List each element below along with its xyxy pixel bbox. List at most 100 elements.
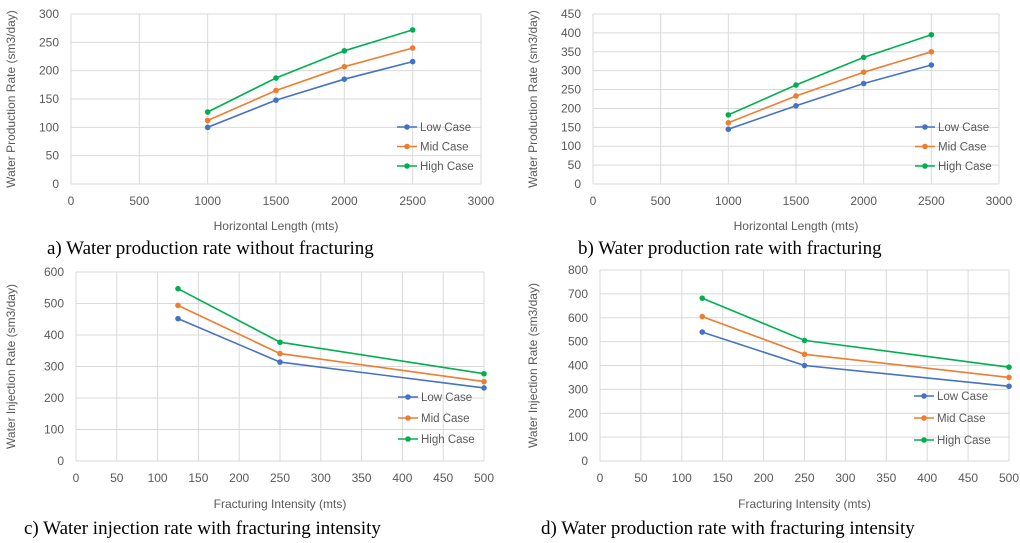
data-point-mid-case <box>793 93 799 99</box>
legend-label-mid-case: Mid Case <box>938 142 987 154</box>
data-point-high-case <box>277 339 283 346</box>
data-point-mid-case <box>928 48 935 55</box>
y-tick-label: 150 <box>39 92 59 106</box>
chart-panel-d: 0 100 200 300 400 500 600 700 800 0 50 100 150 200 250… <box>522 262 1020 522</box>
x-tick-label: 450 <box>433 471 453 485</box>
series-line-low-case <box>177 317 485 389</box>
x-tick-label: 100 <box>672 471 692 485</box>
y-tick-label: 800 <box>568 263 588 277</box>
x-tick-label: 3000 <box>468 194 495 208</box>
legend: Low Case Mid Case High Case <box>397 122 474 173</box>
legend: Low Case Mid Case High Case <box>915 122 992 173</box>
x-tick-label: 350 <box>352 471 372 485</box>
x-tick-label: 450 <box>958 471 978 485</box>
data-point-low-case <box>204 124 211 131</box>
chart-panel-a: 0 50 100 150 200 250 300 0 500 1000 1500 2000 2500 30… <box>0 0 505 240</box>
data-point-low-case <box>273 97 279 103</box>
y-tick-label: 700 <box>568 287 588 301</box>
data-point-mid-case <box>481 378 487 385</box>
data-point-high-case <box>928 31 935 38</box>
y-axis-label: Water Injection Rate (sm3/day) <box>526 283 540 448</box>
series-high-case <box>725 31 935 118</box>
x-tick-label: 1500 <box>263 194 290 208</box>
y-tick-label: 250 <box>561 83 581 97</box>
series-mid-case <box>175 302 487 385</box>
data-point-low-case <box>1006 383 1012 390</box>
data-point-low-case <box>699 329 706 335</box>
x-tick-label: 250 <box>270 471 290 485</box>
data-point-high-case <box>793 82 799 88</box>
chart-caption-b: b) Water production rate with fracturing <box>578 238 882 259</box>
data-point-mid-case <box>725 120 732 126</box>
data-point-low-case <box>277 359 283 365</box>
chart-panel-b: 0 50 100 150 200 250 300 350 400 450 0 500 1000 1500 2… <box>522 0 1020 240</box>
y-tick-label: 200 <box>39 64 59 78</box>
data-point-low-case <box>409 58 416 65</box>
y-tick-label: 300 <box>561 64 581 78</box>
data-point-low-case <box>801 362 808 369</box>
x-tick-label: 150 <box>188 471 208 485</box>
legend-marker-mid-case <box>921 415 927 421</box>
series-line-mid-case <box>177 304 485 383</box>
data-point-mid-case <box>699 313 706 320</box>
data-point-mid-case <box>273 87 279 94</box>
x-tick-label: 0 <box>590 194 597 208</box>
x-axis-label: Fracturing Intensity (mts) <box>738 497 871 511</box>
legend: Low Case Mid Case High Case <box>914 391 991 447</box>
y-tick-label: 400 <box>44 328 64 342</box>
y-tick-label: 450 <box>561 7 581 21</box>
data-point-high-case <box>1006 364 1012 370</box>
x-tick-label: 200 <box>229 471 249 485</box>
x-tick-label: 1000 <box>715 194 742 208</box>
legend-label-high-case: High Case <box>420 161 474 173</box>
y-tick-label: 100 <box>44 423 64 437</box>
y-tick-label: 600 <box>44 265 64 279</box>
series-line-high-case <box>701 297 1010 368</box>
data-point-low-case <box>481 385 487 391</box>
y-tick-label: 100 <box>39 120 59 134</box>
series-mid-case <box>725 48 935 126</box>
x-tick-label: 350 <box>876 471 896 485</box>
x-tick-label: 500 <box>999 471 1019 485</box>
y-tick-label: 350 <box>561 45 581 59</box>
legend-label-high-case: High Case <box>937 435 991 447</box>
data-point-high-case <box>801 337 808 344</box>
data-point-high-case <box>725 112 732 118</box>
x-tick-label: 400 <box>917 471 937 485</box>
legend: Low Case Mid Case High Case <box>398 392 475 446</box>
chart-caption-c: c) Water injection rate with fracturing … <box>24 518 381 539</box>
x-tick-label: 2000 <box>850 194 877 208</box>
x-tick-label: 1000 <box>194 194 221 208</box>
legend-label-high-case: High Case <box>938 161 992 173</box>
legend-marker-low-case <box>404 124 410 130</box>
data-point-low-case <box>793 103 799 109</box>
series-mid-case <box>699 313 1012 381</box>
data-point-mid-case <box>341 63 348 70</box>
y-tick-label: 500 <box>44 297 64 311</box>
y-tick-label: 300 <box>568 382 588 396</box>
series-low-case <box>175 315 487 391</box>
x-tick-label: 2500 <box>399 194 426 208</box>
series-low-case <box>725 62 935 133</box>
y-tick-label: 200 <box>568 406 588 420</box>
chart-svg-b: 0 50 100 150 200 250 300 350 400 450 0 500 1000 1500 2… <box>526 7 1013 233</box>
data-point-high-case <box>699 295 706 301</box>
x-axis-label: Horizontal Length (mts) <box>734 219 859 233</box>
x-tick-label: 3000 <box>986 194 1013 208</box>
x-tick-label: 2000 <box>331 194 358 208</box>
data-point-mid-case <box>860 69 867 75</box>
data-point-low-case <box>860 80 867 87</box>
series-line-high-case <box>727 34 932 116</box>
gridlines <box>592 13 1000 185</box>
chart-svg-d: 0 100 200 300 400 500 600 700 800 0 50 100 150 200 250… <box>526 263 1019 511</box>
x-tick-label: 300 <box>311 471 331 485</box>
y-tick-label: 50 <box>46 149 60 163</box>
y-tick-label: 500 <box>568 335 588 349</box>
series-line-high-case <box>207 29 413 113</box>
legend-label-mid-case: Mid Case <box>420 142 469 154</box>
data-point-high-case <box>175 285 181 292</box>
x-tick-label: 300 <box>835 471 855 485</box>
y-tick-label: 600 <box>568 311 588 325</box>
y-tick-label: 0 <box>57 454 64 468</box>
